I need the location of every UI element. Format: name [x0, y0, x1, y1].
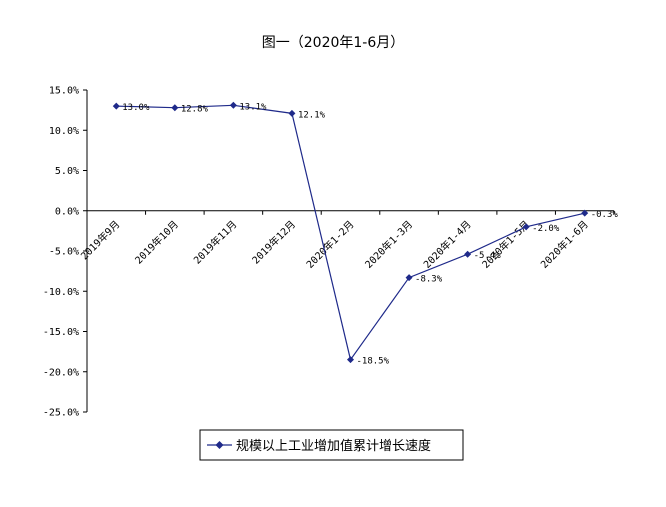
x-tick-label: 2019年12月	[249, 218, 298, 267]
y-tick-label: -5.0%	[49, 247, 79, 258]
data-point-marker	[288, 109, 296, 117]
y-tick-label: -10.0%	[43, 287, 79, 298]
data-point-marker	[347, 356, 354, 364]
data-label: -2.0%	[532, 224, 560, 234]
x-tick-label: 2019年11月	[191, 218, 240, 267]
legend-box	[199, 429, 464, 461]
y-tick-label: 5.0%	[55, 166, 79, 177]
x-tick-label: 2020年1-2月	[303, 218, 356, 271]
y-tick-label: 10.0%	[49, 126, 79, 137]
x-tick-label: 2019年9月	[78, 218, 123, 263]
y-tick-label: 15.0%	[49, 86, 79, 97]
data-point-marker	[229, 101, 237, 109]
data-label: 12.8%	[181, 105, 209, 115]
y-tick-label: -20.0%	[43, 367, 79, 378]
data-label: 13.1%	[239, 102, 267, 112]
data-label: -8.3%	[415, 275, 443, 285]
chart-title: 图一（2020年1-6月）	[262, 35, 405, 51]
data-point-marker	[112, 102, 120, 110]
x-tick-label: 2019年10月	[132, 218, 181, 267]
data-label: -18.5%	[357, 357, 390, 367]
data-label: 12.1%	[298, 110, 326, 120]
data-point-marker	[464, 250, 472, 258]
data-label: 13.0%	[122, 103, 150, 113]
y-tick-label: 0.0%	[55, 206, 79, 217]
data-point-marker	[581, 209, 589, 217]
y-axis-ticks: 15.0% 10.0% 5.0% 0.0% -5.0% -10.0% -15.0% -20.0…	[43, 86, 87, 419]
legend-label: 规模以上工业增加值累计增长速度	[236, 438, 431, 454]
data-label: -5.4%	[474, 251, 502, 261]
legend: 规模以上工业增加值累计增长速度	[199, 429, 464, 461]
y-tick-label: -15.0%	[43, 327, 79, 338]
data-label: -0.3%	[591, 210, 619, 220]
data-point-marker	[171, 104, 179, 112]
data-point-marker	[405, 274, 413, 282]
y-tick-label: -25.0%	[43, 408, 79, 419]
x-axis-ticks: 2019年9月 2019年10月 2019年11月 2019年12月 2020年1-2月…	[78, 210, 615, 271]
series-layer: 13.0% 12.8% 13.1% 12.1% -18.5% -8.3% -5.4% -2.0…	[112, 101, 619, 367]
legend-marker	[215, 441, 224, 449]
x-tick-label: 2020年1-3月	[362, 218, 415, 271]
axes	[86, 90, 614, 412]
data-point-marker	[522, 223, 530, 231]
